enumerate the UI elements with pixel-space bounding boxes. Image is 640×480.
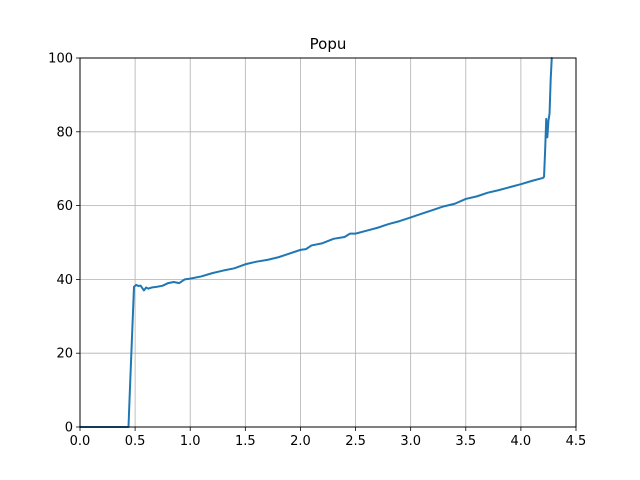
y-tick-label: 20 [56, 347, 73, 362]
x-tick-label: 4.5 [566, 434, 587, 449]
y-tick-label: 0 [65, 421, 73, 436]
x-tick-label: 4.0 [511, 434, 532, 449]
y-tick-label: 60 [56, 199, 73, 214]
x-tick-label: 1.5 [235, 434, 256, 449]
y-tick-label: 100 [48, 52, 73, 67]
y-tick-label: 80 [56, 125, 73, 140]
y-tick-label: 40 [56, 273, 73, 288]
x-axis: 0.0 0.5 1.0 1.5 2.0 2.5 3.0 3.5 4.0 4.5 [70, 427, 587, 449]
x-tick-label: 3.5 [455, 434, 476, 449]
x-tick-label: 0.5 [125, 434, 146, 449]
x-tick-label: 1.0 [180, 434, 201, 449]
plot-area [80, 58, 576, 427]
series-line [79, 57, 553, 428]
series-layer [79, 57, 553, 428]
x-tick-label: 2.5 [345, 434, 366, 449]
chart-title: Popu [310, 35, 347, 53]
x-tick-label: 3.0 [400, 434, 421, 449]
x-tick-label: 2.0 [290, 434, 311, 449]
y-axis: 0 20 40 60 80 100 [48, 52, 80, 436]
x-tick-label: 0.0 [70, 434, 91, 449]
plot-frame [79, 57, 577, 428]
